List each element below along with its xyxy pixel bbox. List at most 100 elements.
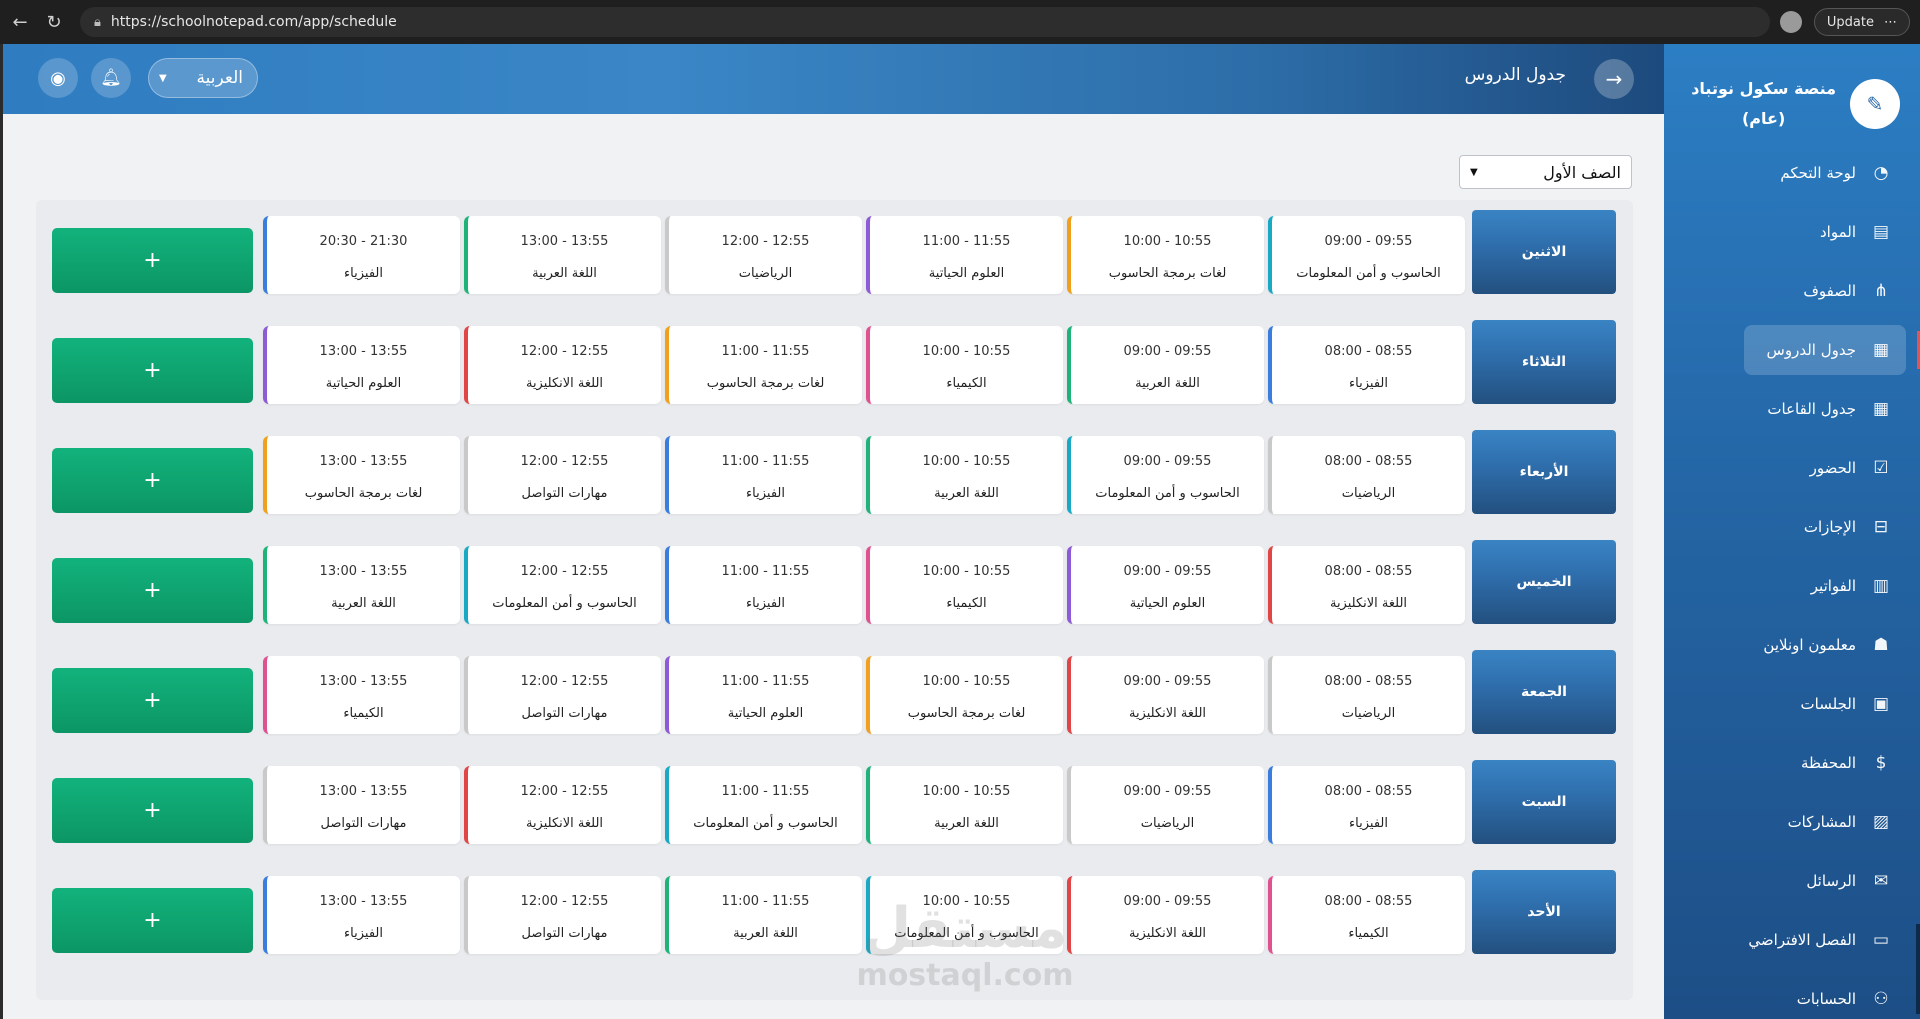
back-arrow-icon[interactable]: ←	[12, 11, 28, 33]
lesson-card[interactable]: 12:00 - 12:55 مهارات التواصل	[464, 876, 661, 954]
lesson-time: 12:00 - 12:55	[520, 894, 609, 909]
lesson-card[interactable]: 09:00 - 09:55 الحاسوب و أمن المعلومات	[1268, 216, 1465, 294]
sidebar-item-8[interactable]: ☗ معلمون اونلاين	[1744, 620, 1906, 670]
lesson-card[interactable]: 12:00 - 12:55 اللغة الانكليزية	[464, 326, 661, 404]
reload-icon[interactable]: ↻	[46, 11, 62, 33]
lesson-card[interactable]: 11:00 - 11:55 العلوم الحياتية	[866, 216, 1063, 294]
lesson-time: 09:00 - 09:55	[1123, 344, 1212, 359]
lesson-card[interactable]: 09:00 - 09:55 اللغة الانكليزية	[1067, 656, 1264, 734]
lesson-card[interactable]: 10:00 - 10:55 اللغة العربية	[866, 436, 1063, 514]
lesson-card[interactable]: 13:00 - 13:55 لغات برمجة الحاسوب	[263, 436, 460, 514]
sidebar-item-7[interactable]: ▥ الفواتير	[1744, 561, 1906, 611]
address-bar[interactable]: 🔒︎ https://schoolnotepad.com/app/schedul…	[80, 7, 1770, 37]
lesson-card[interactable]: 12:00 - 12:55 مهارات التواصل	[464, 436, 661, 514]
add-lesson-button[interactable]: +	[52, 558, 253, 623]
calendar-check-icon: ☑	[1873, 458, 1889, 478]
sidebar-item-4[interactable]: ▦ جدول القاعات	[1744, 384, 1906, 434]
lesson-card[interactable]: 09:00 - 09:55 الحاسوب و أمن المعلومات	[1067, 436, 1264, 514]
update-button[interactable]: Update ⋯	[1813, 8, 1910, 36]
sidebar-item-1[interactable]: ▤ المواد	[1744, 207, 1906, 257]
lesson-card[interactable]: 13:00 - 13:55 مهارات التواصل	[263, 766, 460, 844]
user-menu-button[interactable]: ◉	[38, 58, 78, 98]
lesson-subject: الكيمياء	[343, 706, 384, 721]
lesson-card[interactable]: 10:00 - 10:55 لغات برمجة الحاسوب	[866, 656, 1063, 734]
lesson-card[interactable]: 13:00 - 13:55 اللغة العربية	[464, 216, 661, 294]
lesson-card[interactable]: 08:00 - 08:55 الكيمياء	[1268, 876, 1465, 954]
profile-avatar[interactable]	[1779, 11, 1802, 33]
lesson-card[interactable]: 08:00 - 08:55 اللغة الانكليزية	[1268, 546, 1465, 624]
lesson-card[interactable]: 10:00 - 10:55 اللغة العربية	[866, 766, 1063, 844]
sidebar-item-11[interactable]: ▨ المشاركات	[1744, 797, 1906, 847]
lesson-time: 09:00 - 09:55	[1123, 784, 1212, 799]
lesson-card[interactable]: 12:00 - 12:55 الحاسوب و أمن المعلومات	[464, 546, 661, 624]
lesson-card[interactable]: 08:00 - 08:55 الفيزياء	[1268, 326, 1465, 404]
lesson-card[interactable]: 11:00 - 11:55 لغات برمجة الحاسوب	[665, 326, 862, 404]
sidebar-item-2[interactable]: ⋔ الصفوف	[1744, 266, 1906, 316]
sidebar: ✎ منصة سكول نوتباد (عام) ◔ لوحة التحكم ▤ ال…	[1664, 44, 1920, 1019]
lesson-card[interactable]: 09:00 - 09:55 اللغة العربية	[1067, 326, 1264, 404]
sidebar-item-13[interactable]: ▭ الفصل الافتراضي	[1744, 915, 1906, 965]
add-lesson-button[interactable]: +	[52, 778, 253, 843]
top-header: → جدول الدروس ▼ العربية 🔔︎ ◉	[3, 44, 1664, 114]
sidebar-item-3[interactable]: ▦ جدول الدروس	[1744, 325, 1920, 375]
sidebar-item-label: الفصل الافتراضي	[1748, 931, 1856, 949]
lesson-subject: اللغة الانكليزية	[1128, 926, 1207, 941]
lesson-card[interactable]: 10:00 - 10:55 الحاسوب و أمن المعلومات	[866, 876, 1063, 954]
lesson-time: 11:00 - 11:55	[721, 894, 810, 909]
lesson-card[interactable]: 13:00 - 13:55 العلوم الحياتية	[263, 326, 460, 404]
sidebar-item-0[interactable]: ◔ لوحة التحكم	[1744, 148, 1906, 198]
sidebar-item-label: الإجازات	[1803, 518, 1856, 536]
sidebar-scrollbar[interactable]	[1916, 924, 1920, 1014]
sidebar-item-12[interactable]: ✉ الرسائل	[1744, 856, 1906, 906]
lesson-subject: العلوم الحياتية	[928, 266, 1005, 281]
lesson-card[interactable]: 09:00 - 09:55 اللغة الانكليزية	[1067, 876, 1264, 954]
add-lesson-button[interactable]: +	[52, 338, 253, 403]
class-select[interactable]: ▼ الصف الأول	[1459, 155, 1632, 189]
notifications-button[interactable]: 🔔︎	[91, 58, 131, 98]
lesson-card[interactable]: 12:00 - 12:55 الرياضيات	[665, 216, 862, 294]
lesson-time: 10:00 - 10:55	[922, 894, 1011, 909]
sidebar-item-6[interactable]: ⊟ الإجازات	[1744, 502, 1906, 552]
add-lesson-button[interactable]: +	[52, 888, 253, 953]
lesson-card[interactable]: 11:00 - 11:55 العلوم الحياتية	[665, 656, 862, 734]
lesson-subject: اللغة العربية	[1135, 376, 1200, 391]
lesson-card[interactable]: 20:30 - 21:30 الفيزياء	[263, 216, 460, 294]
lesson-card[interactable]: 12:00 - 12:55 مهارات التواصل	[464, 656, 661, 734]
add-lesson-button[interactable]: +	[52, 228, 253, 293]
lesson-card[interactable]: 13:00 - 13:55 الكيمياء	[263, 656, 460, 734]
lesson-card[interactable]: 13:00 - 13:55 الفيزياء	[263, 876, 460, 954]
lesson-time: 11:00 - 11:55	[721, 344, 810, 359]
sidebar-item-10[interactable]: $ المحفظة	[1744, 738, 1906, 788]
lesson-card[interactable]: 08:00 - 08:55 الرياضيات	[1268, 656, 1465, 734]
lesson-card[interactable]: 11:00 - 11:55 الفيزياء	[665, 436, 862, 514]
add-lesson-button[interactable]: +	[52, 448, 253, 513]
sidebar-item-5[interactable]: ☑ الحضور	[1744, 443, 1906, 493]
schedule-row: الأربعاء 08:00 - 08:55 الرياضيات 09:00 - 09…	[36, 420, 1633, 514]
back-button[interactable]: →	[1594, 59, 1634, 99]
sidebar-item-14[interactable]: ⚇ الحسابات	[1744, 974, 1906, 1019]
sidebar-item-label: الرسائل	[1806, 872, 1856, 890]
lesson-subject: الفيزياء	[344, 266, 383, 281]
sidebar-item-9[interactable]: ▣ الجلسات	[1744, 679, 1906, 729]
add-lesson-button[interactable]: +	[52, 668, 253, 733]
lesson-card[interactable]: 09:00 - 09:55 الرياضيات	[1067, 766, 1264, 844]
lesson-card[interactable]: 11:00 - 11:55 اللغة العربية	[665, 876, 862, 954]
lesson-time: 13:00 - 13:55	[520, 234, 609, 249]
session-icon: ▣	[1872, 694, 1890, 714]
lesson-card[interactable]: 10:00 - 10:55 الكيمياء	[866, 326, 1063, 404]
lesson-card[interactable]: 11:00 - 11:55 الفيزياء	[665, 546, 862, 624]
lesson-card[interactable]: 10:00 - 10:55 الكيمياء	[866, 546, 1063, 624]
lesson-time: 13:00 - 13:55	[319, 784, 408, 799]
lesson-card[interactable]: 10:00 - 10:55 لغات برمجة الحاسوب	[1067, 216, 1264, 294]
lesson-card[interactable]: 11:00 - 11:55 الحاسوب و أمن المعلومات	[665, 766, 862, 844]
schedule-row: الاثنين 09:00 - 09:55 الحاسوب و أمن المعلو…	[36, 200, 1633, 294]
lesson-subject: اللغة الانكليزية	[1329, 596, 1408, 611]
schedule-row: الأحد 08:00 - 08:55 الكيمياء 09:00 - 09:55 ا…	[36, 860, 1633, 954]
lesson-card[interactable]: 08:00 - 08:55 الرياضيات	[1268, 436, 1465, 514]
language-selector[interactable]: ▼ العربية	[148, 58, 258, 98]
lesson-card[interactable]: 08:00 - 08:55 الفيزياء	[1268, 766, 1465, 844]
lesson-card[interactable]: 13:00 - 13:55 اللغة العربية	[263, 546, 460, 624]
lesson-card[interactable]: 09:00 - 09:55 العلوم الحياتية	[1067, 546, 1264, 624]
lesson-time: 08:00 - 08:55	[1324, 894, 1413, 909]
lesson-card[interactable]: 12:00 - 12:55 اللغة الانكليزية	[464, 766, 661, 844]
